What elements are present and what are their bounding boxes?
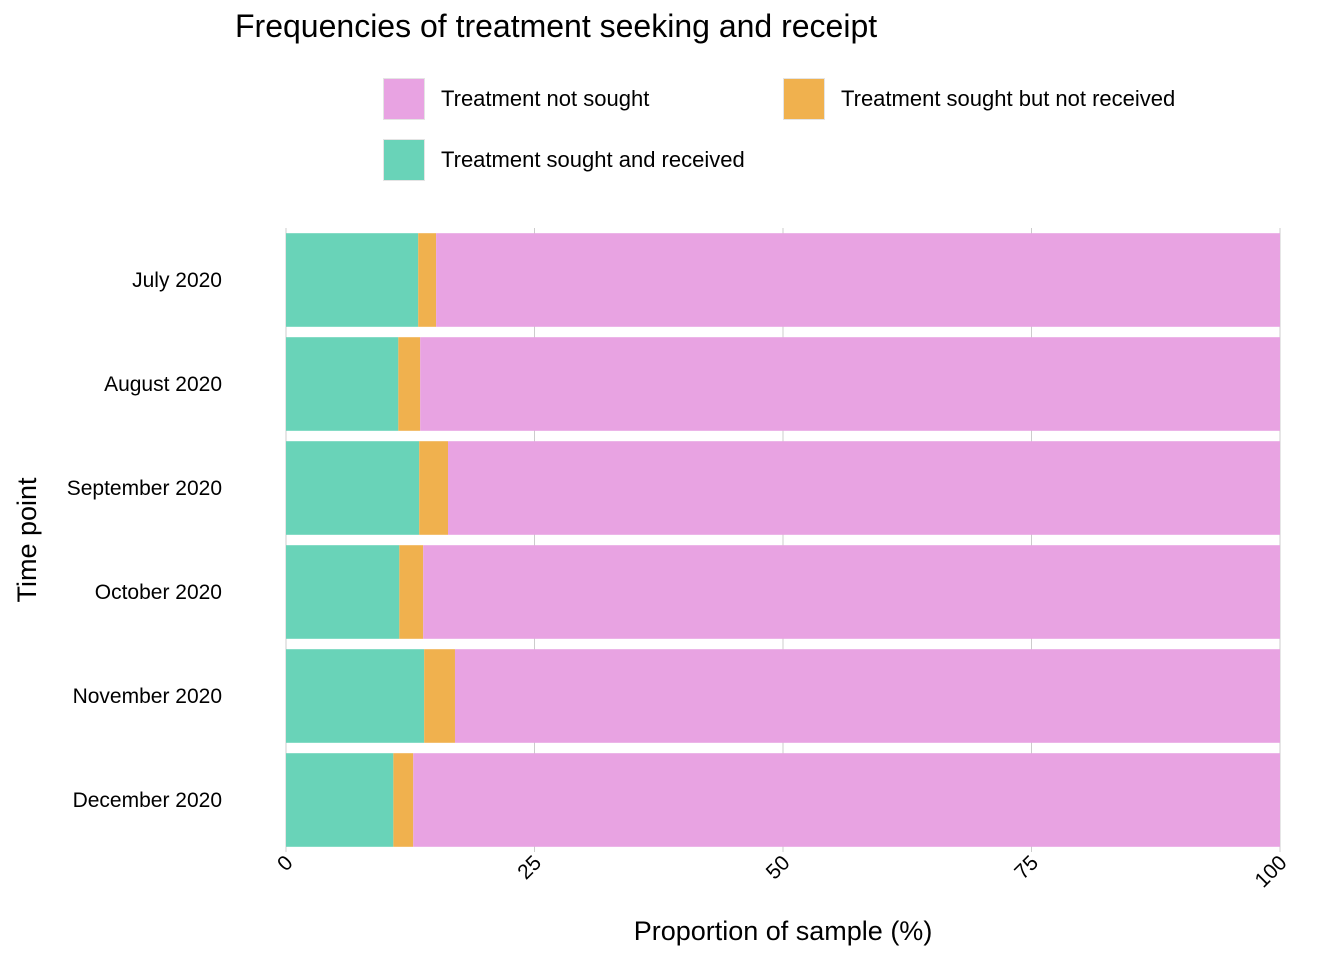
bar-segment-2-2: [448, 441, 1281, 535]
legend-label-not-sought: Treatment not sought: [441, 86, 650, 111]
bar-layer: [286, 233, 1281, 847]
y-tick-label-4: November 2020: [73, 685, 222, 708]
bar-segment-5-2: [413, 753, 1280, 847]
legend-item-sought-not-received: Treatment sought but not received: [783, 78, 1175, 120]
bar-segment-0-1: [418, 233, 437, 327]
x-tick-label-2: 50: [762, 851, 795, 884]
bar-segment-0-2: [436, 233, 1280, 327]
bar-segment-1-1: [398, 337, 421, 431]
bar-segment-2-0: [286, 441, 420, 535]
legend-swatch-sought-not-received: [783, 78, 825, 120]
x-tick-label-3: 75: [1010, 851, 1043, 884]
y-axis-title: Time point: [12, 477, 42, 603]
x-tick-layer: 0 25 50 75 100: [273, 851, 1292, 892]
x-tick-label-1: 25: [513, 851, 546, 884]
bar-segment-4-1: [424, 649, 455, 743]
bar-segment-0-0: [286, 233, 419, 327]
chart-title: Frequencies of treatment seeking and rec…: [235, 8, 878, 44]
bar-segment-3-2: [423, 545, 1280, 639]
y-tick-label-1: August 2020: [104, 373, 222, 396]
legend-label-sought-not-received: Treatment sought but not received: [841, 86, 1176, 111]
y-tick-label-3: October 2020: [95, 581, 222, 604]
grid-layer: [285, 228, 1281, 852]
x-tick-label-4: 100: [1250, 851, 1291, 892]
legend-item-sought-received: Treatment sought and received: [383, 139, 745, 181]
bar-segment-1-0: [286, 337, 399, 431]
legend-swatch-sought-received: [383, 139, 425, 181]
y-tick-label-2: September 2020: [67, 477, 222, 500]
bar-segment-3-0: [286, 545, 400, 639]
bar-segment-4-2: [454, 649, 1281, 743]
bar-segment-5-0: [286, 753, 394, 847]
y-tick-label-0: July 2020: [132, 269, 222, 292]
bar-segment-2-1: [419, 441, 449, 535]
legend-label-sought-received: Treatment sought and received: [441, 147, 745, 172]
bar-segment-1-2: [420, 337, 1280, 431]
x-tick-label-0: 0: [273, 851, 298, 876]
bar-segment-4-0: [286, 649, 425, 743]
y-tick-label-5: December 2020: [73, 789, 222, 812]
legend-item-not-sought: Treatment not sought: [383, 78, 649, 120]
x-axis-title: Proportion of sample (%): [634, 916, 933, 946]
bar-segment-3-1: [399, 545, 424, 639]
bar-segment-5-1: [393, 753, 414, 847]
y-tick-layer: July 2020 August 2020 September 2020 Octobe…: [67, 269, 222, 812]
legend-swatch-not-sought: [383, 78, 425, 120]
